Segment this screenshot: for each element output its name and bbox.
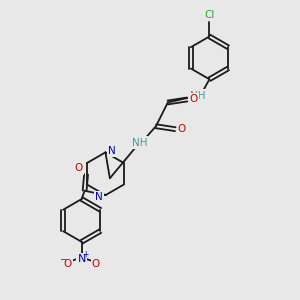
Text: N: N [95,192,103,202]
Text: −: − [59,254,66,263]
Text: N: N [108,146,116,156]
Text: NH: NH [132,138,147,148]
Text: O: O [190,94,198,104]
Text: O: O [63,259,71,269]
Text: O: O [74,164,83,173]
Text: O: O [92,259,100,269]
Text: +: + [82,250,89,259]
Text: O: O [178,124,186,134]
Text: NH: NH [190,91,205,100]
Text: N: N [77,254,86,264]
Text: Cl: Cl [204,10,214,20]
